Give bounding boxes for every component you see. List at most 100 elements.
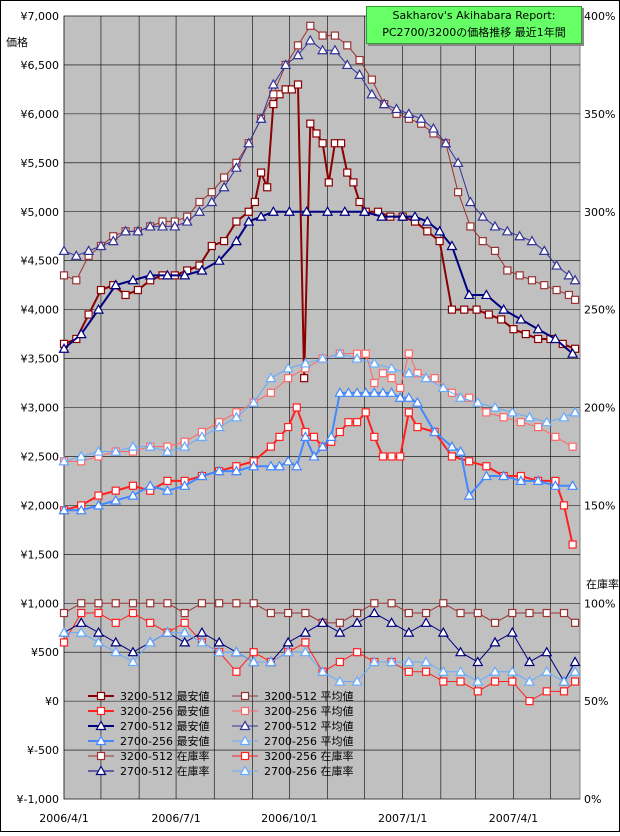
series-7 xyxy=(58,34,581,285)
data-point xyxy=(128,599,138,608)
data-point xyxy=(248,396,260,407)
data-point xyxy=(284,608,293,618)
data-point xyxy=(386,387,398,397)
data-point xyxy=(230,235,242,246)
data-point xyxy=(335,427,344,437)
data-point xyxy=(534,334,543,344)
y2-tick-label: 350% xyxy=(584,108,615,121)
data-point xyxy=(92,636,105,647)
data-point xyxy=(368,387,380,397)
data-point xyxy=(293,80,303,89)
data-point xyxy=(559,501,569,510)
data-point xyxy=(404,667,413,676)
series-line xyxy=(64,391,573,512)
data-point xyxy=(404,608,413,618)
data-point xyxy=(355,55,364,65)
data-point xyxy=(334,626,346,637)
data-point xyxy=(301,608,310,618)
data-point xyxy=(292,403,301,412)
data-point xyxy=(169,220,181,231)
data-point xyxy=(460,305,469,314)
data-point xyxy=(287,85,296,94)
data-point xyxy=(403,391,415,402)
data-point xyxy=(343,41,352,50)
data-point xyxy=(243,215,255,226)
data-point xyxy=(58,455,70,466)
data-point xyxy=(335,618,344,627)
y-tick-label: ¥2,000 xyxy=(21,499,60,512)
data-point xyxy=(551,259,563,270)
data-point xyxy=(110,279,122,290)
data-point xyxy=(291,460,303,471)
data-point xyxy=(77,599,86,608)
data-point xyxy=(249,648,258,657)
legend-label: 2700-256 最安値 xyxy=(120,734,209,748)
data-point xyxy=(387,452,396,461)
data-point xyxy=(351,617,363,627)
data-point xyxy=(456,608,465,618)
data-point xyxy=(515,313,527,324)
data-point xyxy=(403,656,415,667)
data-point xyxy=(542,608,551,618)
data-point xyxy=(478,237,487,246)
data-point xyxy=(564,290,574,300)
axes: ¥7,000 ¥6,500 ¥6,000 ¥5,500 ¥5,000 ¥4,500 ¥4,0… xyxy=(17,10,616,825)
data-point xyxy=(540,281,549,290)
data-point xyxy=(376,210,388,221)
data-point xyxy=(275,432,284,441)
data-point xyxy=(351,675,363,686)
data-point xyxy=(446,240,458,251)
data-point xyxy=(541,646,553,657)
data-point xyxy=(549,333,561,344)
data-point xyxy=(195,261,204,270)
data-point xyxy=(516,418,525,427)
data-point xyxy=(390,103,403,114)
y2-tick-label: 300% xyxy=(584,206,615,219)
data-point xyxy=(354,69,366,79)
data-point xyxy=(239,735,251,746)
data-point xyxy=(387,599,396,608)
data-point xyxy=(446,440,458,451)
data-point xyxy=(508,608,517,618)
data-point xyxy=(490,618,500,627)
data-point xyxy=(72,276,81,285)
data-point xyxy=(179,480,191,490)
data-point xyxy=(306,119,315,128)
data-point xyxy=(558,411,570,422)
data-point xyxy=(240,751,250,761)
y-tick-label: ¥6,500 xyxy=(21,59,60,72)
data-point xyxy=(120,225,132,236)
data-point xyxy=(437,382,449,393)
y-tick-label: ¥0 xyxy=(45,695,59,708)
data-point xyxy=(95,720,107,731)
data-point xyxy=(339,206,351,216)
data-point xyxy=(490,677,500,686)
data-point xyxy=(196,636,208,647)
data-point xyxy=(473,687,482,696)
data-point xyxy=(482,462,491,471)
data-point xyxy=(179,440,191,451)
data-point xyxy=(144,636,156,647)
data-point xyxy=(266,442,275,451)
y2-tick-label: 200% xyxy=(584,402,615,415)
data-point xyxy=(58,504,70,515)
series-2 xyxy=(59,403,577,549)
chart-subtitle: PC2700/3200の価格推移 最近1年間 xyxy=(382,26,566,39)
legend-item: 3200-256 在庫率 xyxy=(232,749,353,763)
data-point xyxy=(360,387,372,397)
data-point xyxy=(317,666,329,676)
data-point xyxy=(206,196,218,207)
data-point xyxy=(207,241,216,251)
data-point xyxy=(413,369,422,378)
y-tick-label: ¥7,000 xyxy=(21,10,60,23)
data-point xyxy=(94,599,103,608)
data-point xyxy=(541,666,553,676)
data-point xyxy=(213,646,225,657)
series-1 xyxy=(59,80,580,383)
data-point xyxy=(423,227,432,236)
data-point xyxy=(70,250,82,260)
data-point xyxy=(250,197,259,207)
data-point xyxy=(430,374,439,383)
data-point xyxy=(230,161,242,172)
